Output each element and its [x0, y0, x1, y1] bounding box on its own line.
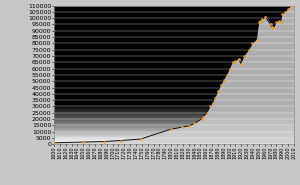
Point — [210, 101, 215, 104]
Point — [101, 140, 106, 143]
Point — [192, 122, 197, 125]
Point — [277, 19, 282, 22]
Point — [256, 21, 261, 23]
Point — [247, 48, 251, 51]
Point — [269, 26, 274, 28]
Point — [230, 61, 235, 64]
Point — [268, 23, 273, 26]
Point — [204, 111, 209, 114]
Point — [242, 55, 247, 58]
Point — [169, 128, 173, 131]
Point — [260, 18, 265, 21]
Point — [186, 125, 191, 127]
Point — [81, 141, 86, 144]
Point — [280, 13, 285, 16]
Point — [289, 4, 293, 7]
Point — [118, 139, 123, 142]
Point — [224, 73, 229, 76]
Point — [237, 57, 242, 60]
Point — [283, 10, 288, 13]
Point — [52, 141, 56, 144]
Point — [286, 8, 290, 11]
Point — [233, 60, 238, 63]
Point — [221, 78, 226, 81]
Point — [215, 90, 220, 93]
Point — [263, 15, 268, 18]
Point — [238, 62, 243, 65]
Point — [271, 27, 276, 30]
Point — [250, 42, 255, 45]
Point — [258, 19, 262, 22]
Point — [278, 21, 283, 23]
Point — [208, 105, 213, 108]
Point — [292, 0, 296, 3]
Point — [179, 126, 184, 129]
Point — [138, 137, 143, 140]
Point — [213, 96, 218, 99]
Point — [254, 38, 259, 41]
Point — [227, 67, 232, 70]
Point — [274, 21, 279, 23]
Point — [218, 84, 223, 87]
Point — [201, 115, 206, 118]
Point — [199, 118, 204, 121]
